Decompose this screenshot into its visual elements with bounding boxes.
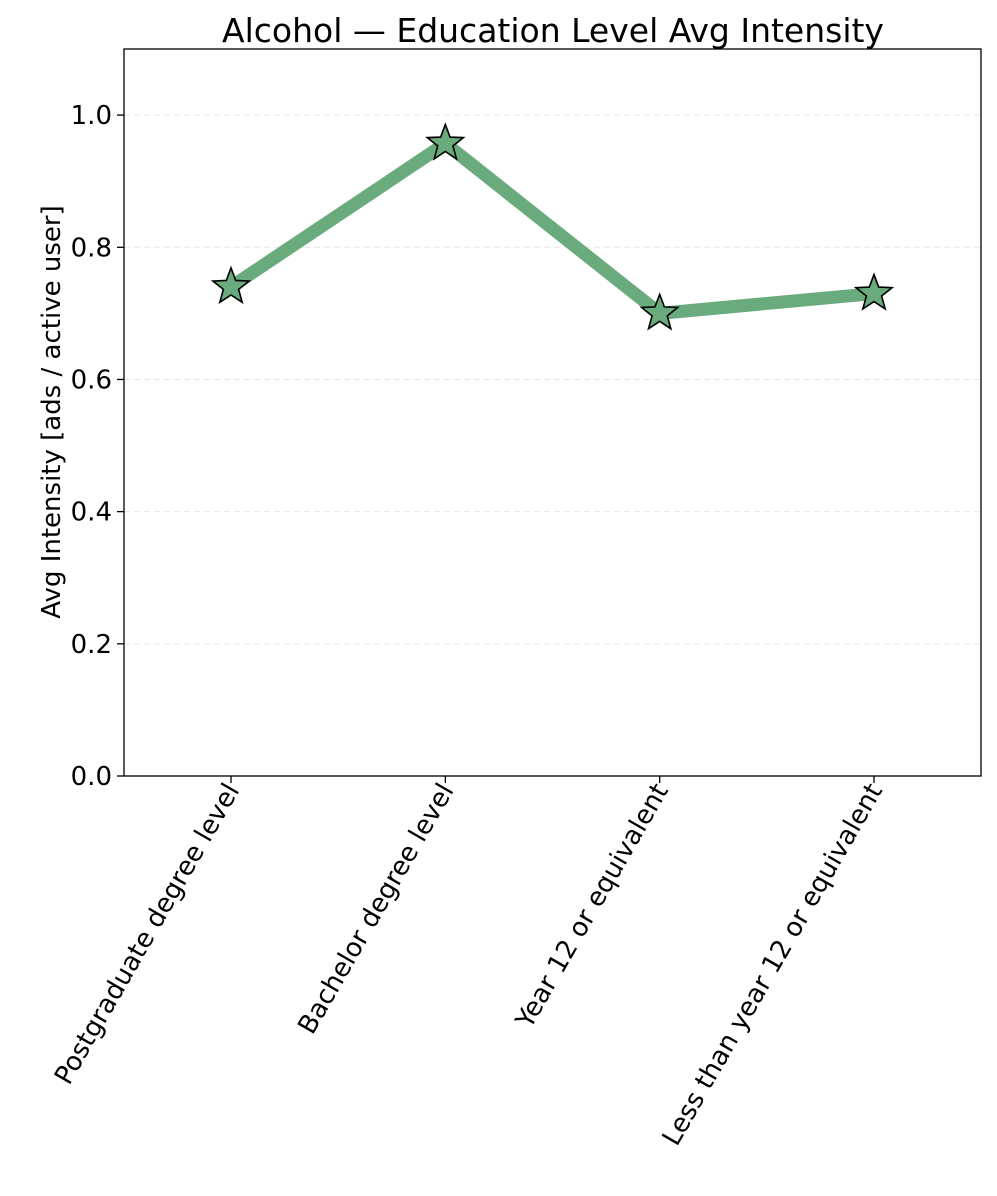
- data-point-star: [853, 272, 895, 311]
- y-axis-label: Avg Intensity [ads / active user]: [37, 205, 67, 618]
- data-point-star: [639, 292, 680, 331]
- x-tick-label: Bachelor degree level: [292, 779, 460, 1040]
- y-tick-label: 0.0: [71, 762, 112, 792]
- data-point-star: [210, 265, 252, 305]
- x-tick-label: Postgraduate degree level: [49, 779, 246, 1090]
- y-tick-label: 0.2: [71, 630, 112, 660]
- x-tick-label: Year 12 or equivalent: [510, 779, 675, 1035]
- y-tick-label: 0.4: [71, 498, 112, 528]
- plot-area: [123, 48, 982, 777]
- series-line: [224, 137, 881, 320]
- series-layer: [210, 122, 895, 331]
- y-tick-label: 1.0: [71, 101, 112, 131]
- grid-lines: [124, 114, 981, 645]
- y-tick-label: 0.8: [71, 233, 112, 263]
- chart-title: Alcohol — Education Level Avg Intensity: [222, 11, 884, 50]
- data-point-star: [425, 122, 466, 161]
- y-tick-label: 0.6: [71, 365, 112, 395]
- x-axis: Postgraduate degree level Bachelor degree…: [49, 776, 889, 1151]
- y-axis: 0.0 0.2 0.4 0.6 0.8 1.0: [71, 101, 124, 792]
- x-tick-label: Less than year 12 or equivalent: [657, 779, 889, 1151]
